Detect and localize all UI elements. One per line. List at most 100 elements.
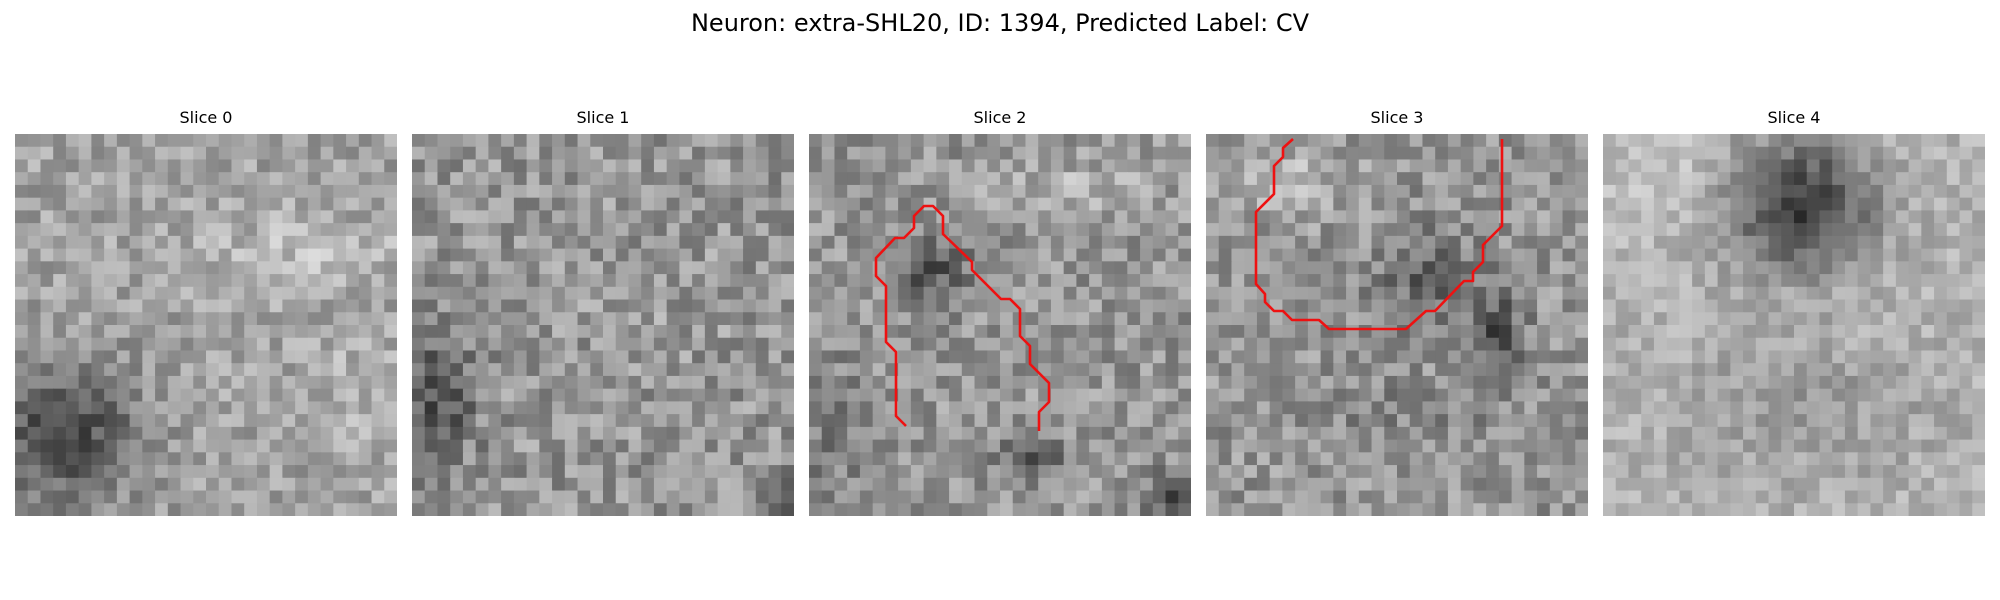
image-pixel xyxy=(1679,146,1693,161)
image-pixel xyxy=(104,350,118,364)
image-pixel xyxy=(1012,286,1027,301)
image-pixel xyxy=(936,146,950,161)
image-pixel xyxy=(1781,426,1795,441)
image-pixel xyxy=(1498,465,1513,479)
image-pixel xyxy=(1883,223,1897,237)
image-pixel xyxy=(1114,184,1128,199)
image-pixel xyxy=(1615,477,1630,492)
image-pixel xyxy=(1959,426,1973,441)
image-pixel xyxy=(1244,426,1258,441)
image-pixel xyxy=(1397,248,1411,262)
image-pixel xyxy=(488,197,502,211)
image-pixel xyxy=(603,172,617,186)
image-pixel xyxy=(615,439,630,453)
image-pixel xyxy=(65,426,80,441)
image-pixel xyxy=(256,172,271,186)
image-pixel xyxy=(450,503,464,516)
image-pixel xyxy=(1000,388,1014,402)
image-pixel xyxy=(142,363,156,377)
image-pixel xyxy=(1717,490,1731,504)
image-pixel xyxy=(1562,274,1576,288)
image-pixel xyxy=(768,325,782,339)
image-pixel xyxy=(129,299,143,313)
image-pixel xyxy=(1641,452,1655,466)
image-pixel xyxy=(1511,477,1525,492)
image-pixel xyxy=(730,439,744,453)
image-pixel xyxy=(282,465,296,479)
image-pixel xyxy=(231,134,245,148)
image-pixel xyxy=(501,159,515,173)
image-pixel xyxy=(781,337,794,352)
image-pixel xyxy=(1447,197,1462,211)
image-pixel xyxy=(346,375,360,390)
image-pixel xyxy=(1498,286,1513,301)
image-pixel xyxy=(717,312,731,326)
image-pixel xyxy=(898,172,912,186)
image-pixel xyxy=(1486,172,1500,186)
image-pixel xyxy=(1218,337,1233,352)
image-pixel xyxy=(641,350,655,364)
image-pixel xyxy=(1473,248,1487,262)
image-pixel xyxy=(1692,146,1706,161)
image-pixel xyxy=(641,414,655,428)
image-pixel xyxy=(193,159,207,173)
image-pixel xyxy=(1562,223,1576,237)
image-pixel xyxy=(78,350,92,364)
image-pixel xyxy=(180,490,194,504)
image-pixel xyxy=(1307,503,1322,516)
image-pixel xyxy=(1895,363,1910,377)
image-pixel xyxy=(1844,465,1859,479)
image-pixel xyxy=(781,210,794,224)
image-pixel xyxy=(974,414,988,428)
image-pixel xyxy=(590,452,604,466)
image-pixel xyxy=(1063,261,1077,275)
image-pixel xyxy=(412,414,426,428)
image-pixel xyxy=(513,363,528,377)
image-pixel xyxy=(1295,274,1309,288)
image-pixel xyxy=(590,134,604,148)
image-pixel xyxy=(1435,299,1449,313)
image-pixel xyxy=(180,184,194,199)
image-pixel xyxy=(1857,210,1871,224)
image-pixel xyxy=(526,172,540,186)
image-pixel xyxy=(1498,452,1513,466)
image-pixel xyxy=(1050,223,1065,237)
image-pixel xyxy=(1384,172,1398,186)
image-pixel xyxy=(1473,503,1487,516)
image-pixel xyxy=(1269,477,1283,492)
image-pixel xyxy=(666,274,680,288)
image-pixel xyxy=(1218,503,1233,516)
image-pixel xyxy=(15,248,29,262)
image-pixel xyxy=(923,401,937,415)
image-pixel xyxy=(1114,388,1128,402)
image-pixel xyxy=(91,159,105,173)
image-pixel xyxy=(256,350,271,364)
image-pixel xyxy=(653,274,668,288)
image-pixel xyxy=(1346,286,1360,301)
image-pixel xyxy=(961,146,976,161)
image-pixel xyxy=(256,452,271,466)
image-pixel xyxy=(1422,172,1436,186)
image-pixel xyxy=(936,286,950,301)
image-pixel xyxy=(78,465,92,479)
image-pixel xyxy=(1832,490,1846,504)
image-pixel xyxy=(1641,274,1655,288)
image-pixel xyxy=(666,134,680,148)
image-pixel xyxy=(1653,439,1668,453)
image-pixel xyxy=(859,388,874,402)
image-pixel xyxy=(1435,401,1449,415)
image-pixel xyxy=(847,490,861,504)
image-pixel xyxy=(346,223,360,237)
image-pixel xyxy=(1755,337,1770,352)
image-pixel xyxy=(641,325,655,339)
image-pixel xyxy=(885,490,899,504)
image-pixel xyxy=(730,197,744,211)
image-pixel xyxy=(1730,375,1744,390)
image-pixel xyxy=(513,286,528,301)
image-pixel xyxy=(577,325,591,339)
image-pixel xyxy=(501,414,515,428)
image-pixel xyxy=(1524,299,1538,313)
image-pixel xyxy=(1692,401,1706,415)
image-pixel xyxy=(564,401,579,415)
image-pixel xyxy=(231,490,245,504)
